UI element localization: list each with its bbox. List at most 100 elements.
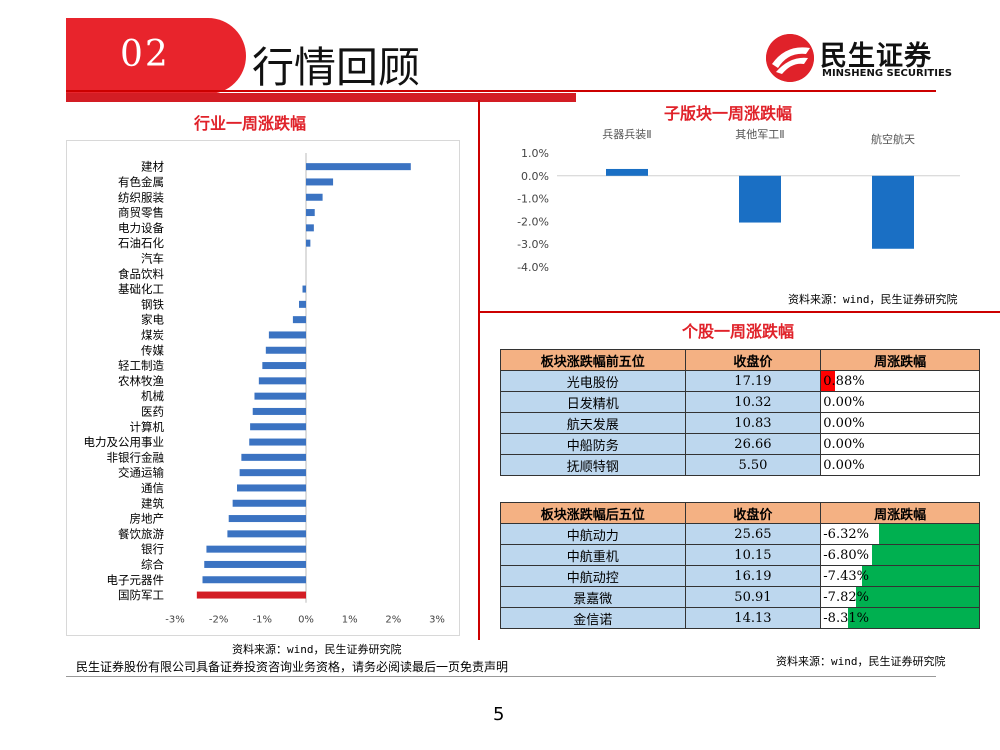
top5-change-bar	[821, 371, 836, 391]
top5-stock-name: 航天发展	[500, 412, 686, 434]
top5-weekly-change: 0.00%	[823, 436, 865, 452]
subsector-ytick-label: -2.0%	[517, 215, 549, 228]
industry-xtick-label: 1%	[342, 615, 358, 626]
subsector-ytick-label: -1.0%	[517, 193, 549, 206]
industry-category-label: 计算机	[130, 420, 165, 434]
industry-category-label: 家电	[141, 313, 164, 327]
industry-category-label: 建材	[141, 160, 164, 174]
bottom5-stock-name: 中航重机	[500, 544, 686, 566]
industry-bar	[227, 530, 306, 538]
top5-header-change: 周涨跌幅	[820, 349, 980, 371]
industry-category-label: 房地产	[130, 512, 165, 526]
bottom5-change-bar	[871, 545, 979, 565]
industry-bar	[265, 346, 306, 354]
subsector-ytick-label: -4.0%	[517, 261, 549, 274]
industry-chart-title: 行业一周涨跌幅	[194, 114, 307, 133]
bottom5-weekly-change-cell: -8.31%	[820, 607, 980, 629]
industry-category-label: 纺织服装	[118, 190, 164, 204]
industry-bar	[232, 499, 306, 507]
industry-category-label: 电力及公用事业	[84, 435, 165, 449]
industry-xtick-label: 3%	[429, 615, 445, 626]
bottom5-row: 中航动力 25.65 -6.32%	[500, 523, 980, 545]
logo-cn-text: 民生证券	[820, 41, 932, 72]
subsector-bar	[606, 168, 648, 176]
bottom5-weekly-change-cell: -6.32%	[820, 523, 980, 545]
bottom5-weekly-change: -6.32%	[823, 526, 869, 542]
top5-row: 航天发展 10.83 0.00%	[500, 412, 980, 434]
bottom5-stock-name: 金信诺	[500, 607, 686, 629]
bottom5-row: 金信诺 14.13 -8.31%	[500, 607, 980, 629]
industry-bar	[239, 469, 306, 477]
top5-stock-name: 抚顺特钢	[500, 454, 686, 476]
top5-close-price: 10.32	[684, 391, 822, 413]
industry-category-label: 综合	[141, 557, 164, 571]
industry-bar	[306, 239, 311, 247]
industry-category-label: 通信	[141, 481, 164, 495]
subsector-ytick-label: -3.0%	[517, 238, 549, 251]
industry-chart-source: 资料来源：wind，民生证券研究院	[232, 643, 402, 656]
industry-category-label: 煤炭	[141, 328, 164, 342]
top5-header-price: 收盘价	[684, 349, 822, 371]
industry-bar	[292, 316, 306, 324]
top5-stock-name: 中船防务	[500, 433, 686, 455]
industry-category-label: 商贸零售	[118, 206, 164, 220]
section-number: 02	[120, 34, 170, 75]
bottom5-close-price: 10.15	[684, 544, 822, 566]
industry-bar	[241, 453, 306, 461]
top5-stock-name: 日发精机	[500, 391, 686, 413]
industry-category-label: 医药	[141, 404, 164, 418]
industry-category-label: 汽车	[141, 251, 164, 265]
industry-bar	[254, 392, 306, 400]
bottom5-header-name: 板块涨跌幅后五位	[500, 502, 686, 524]
top5-weekly-change: 0.88%	[823, 373, 865, 389]
subsector-ytick-label: 0.0%	[521, 170, 549, 183]
subsector-bar-chart: 1.0% 0.0% -1.0% -2.0% -3.0% -4.0% 兵器兵装Ⅱ 其他军工Ⅱ 航空…	[517, 128, 960, 274]
bottom5-weekly-change: -8.31%	[823, 610, 869, 626]
industry-bar	[202, 576, 306, 584]
industry-category-label: 建筑	[141, 496, 164, 510]
bottom5-stock-name: 景嘉微	[500, 586, 686, 608]
footer-divider	[66, 676, 936, 677]
vertical-divider	[478, 100, 480, 640]
bottom5-header-row: 板块涨跌幅后五位 收盘价 周涨跌幅	[500, 502, 980, 524]
industry-xtick-label: -3%	[165, 615, 184, 626]
industry-category-label: 钢铁	[141, 297, 164, 311]
industry-category-label: 轻工制造	[118, 359, 164, 373]
industry-category-label: 餐饮旅游	[118, 527, 164, 541]
industry-bar	[306, 193, 323, 201]
industry-bar	[249, 438, 306, 446]
top5-header-name: 板块涨跌幅前五位	[500, 349, 686, 371]
bottom5-header-change: 周涨跌幅	[820, 502, 980, 524]
subsector-chart-source: 资料来源：wind，民生证券研究院	[788, 293, 958, 306]
page-number: 5	[493, 704, 505, 725]
bottom5-close-price: 50.91	[684, 586, 822, 608]
bottom5-stock-name: 中航动控	[500, 565, 686, 587]
industry-bar	[252, 407, 306, 415]
industry-category-label: 机械	[141, 389, 164, 403]
industry-bar	[262, 362, 306, 370]
bottom5-header-price: 收盘价	[684, 502, 822, 524]
industry-bar	[299, 300, 306, 308]
industry-bar	[250, 423, 306, 431]
bottom5-close-price: 16.19	[684, 565, 822, 587]
industry-bar	[237, 484, 306, 492]
stock-panel-title: 个股一周涨跌幅	[682, 322, 795, 341]
section-tab	[66, 18, 246, 94]
industry-bar	[258, 377, 306, 385]
top5-weekly-change-cell: 0.00%	[820, 391, 980, 413]
minsheng-logo-icon	[766, 34, 814, 82]
industry-category-label: 食品饮料	[118, 267, 164, 281]
top5-row: 日发精机 10.32 0.00%	[500, 391, 980, 413]
industry-category-label: 基础化工	[118, 282, 164, 296]
top5-weekly-change-cell: 0.00%	[820, 412, 980, 434]
bottom5-weekly-change: -6.80%	[823, 547, 869, 563]
industry-category-label: 国防军工	[118, 588, 164, 602]
top5-close-price: 17.19	[684, 370, 822, 392]
industry-category-label: 电子元器件	[107, 573, 165, 587]
top5-row: 抚顺特钢 5.50 0.00%	[500, 454, 980, 476]
subsector-category-label: 航空航天	[871, 132, 915, 146]
industry-category-label: 石油石化	[118, 236, 164, 250]
top5-weekly-change-cell: 0.88%	[820, 370, 980, 392]
industry-category-label: 有色金属	[118, 175, 164, 189]
horizontal-divider	[480, 311, 1000, 313]
